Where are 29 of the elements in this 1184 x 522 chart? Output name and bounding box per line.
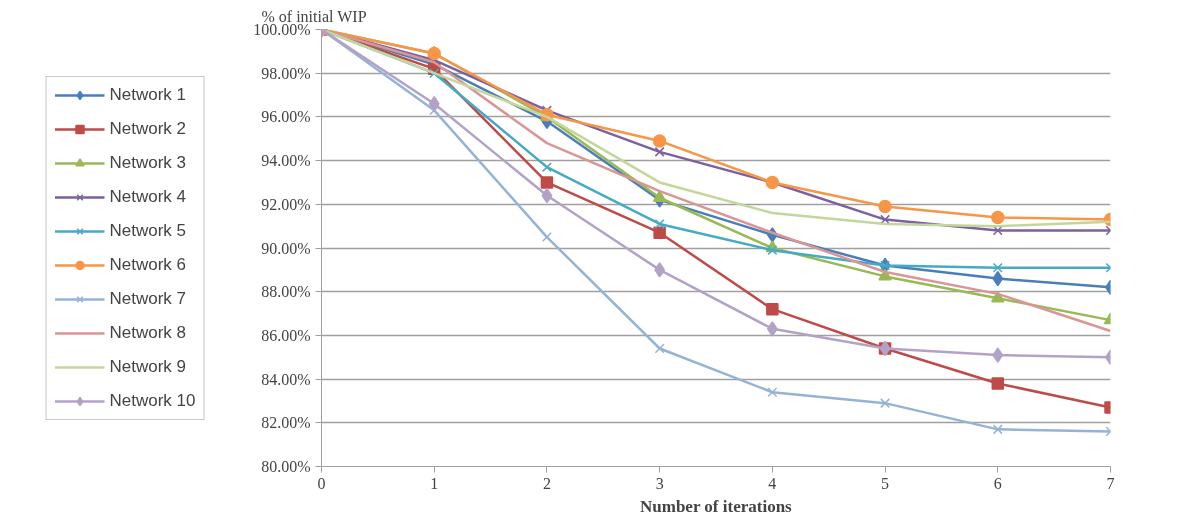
x-axis-title: Number of iterations [639, 496, 793, 516]
x-tick-label: 1 [430, 474, 439, 492]
x-tick-label: 2 [542, 474, 551, 492]
y-tick-label: 94.00% [261, 152, 311, 170]
legend-label: Network 2 [109, 118, 187, 139]
y-tick-label: 82.00% [261, 414, 311, 432]
y-tick-label: 88.00% [261, 283, 311, 301]
y-tick-label: 80.00% [261, 458, 311, 475]
y-tick-label: 86.00% [261, 326, 311, 344]
legend-label: Network 9 [109, 356, 187, 377]
legend-label: Network 6 [109, 254, 187, 275]
legend-label: Network 7 [109, 288, 187, 309]
y-tick-label: 90.00% [261, 239, 311, 257]
x-tick-label: 0 [317, 474, 326, 492]
legend-label: Network 5 [109, 220, 187, 241]
y-tick-label: 84.00% [261, 370, 311, 388]
legend-label: Network 10 [109, 390, 196, 411]
legend-label: Network 4 [109, 186, 187, 207]
y-tick-label: 98.00% [261, 64, 311, 82]
x-tick-label: 7 [1106, 474, 1115, 492]
x-tick-label: 5 [881, 474, 890, 492]
y-tick-label: 92.00% [261, 195, 311, 213]
legend-label: Network 8 [109, 322, 187, 343]
legend-label: Network 1 [109, 84, 187, 105]
legend-label: Network 3 [109, 152, 187, 173]
x-tick-label: 4 [768, 474, 777, 492]
y-tick-label: 96.00% [261, 108, 311, 126]
x-tick-label: 6 [993, 474, 1002, 492]
x-tick-label: 3 [655, 474, 664, 492]
